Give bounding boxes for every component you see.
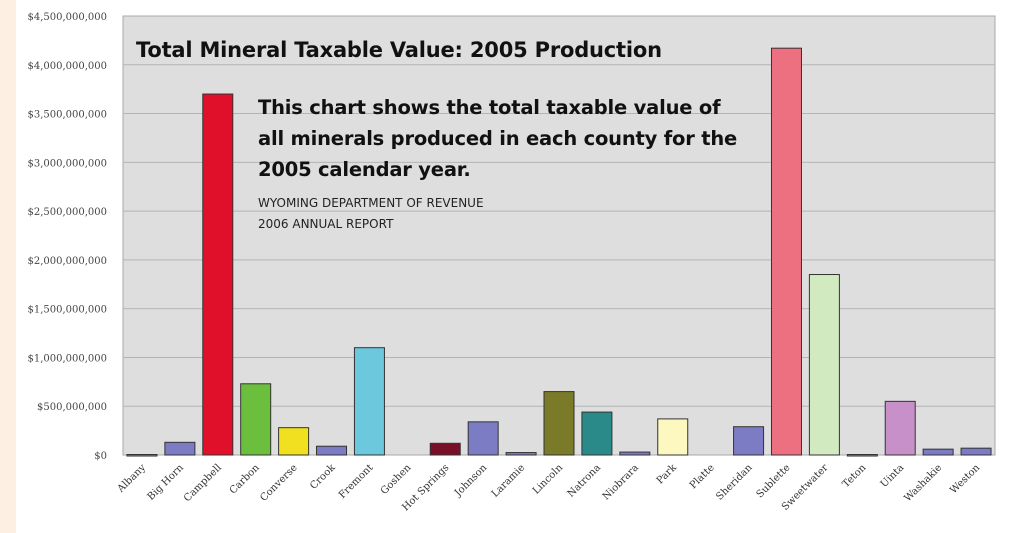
bar-teton — [846, 454, 878, 457]
category-label: Laramie — [490, 462, 527, 499]
category-label: Platte — [688, 462, 717, 491]
bar-converse — [278, 427, 310, 456]
category-label: Teton — [841, 462, 869, 490]
y-tick-label: $4,000,000,000 — [27, 61, 107, 72]
bar-fremont — [353, 347, 385, 456]
bars — [126, 47, 992, 457]
bar-laramie — [505, 452, 537, 456]
category-label: Park — [655, 462, 680, 487]
chart-description: This chart shows the total taxable value… — [258, 96, 738, 181]
category-label: Washakie — [902, 462, 944, 504]
y-tick-label: $2,000,000,000 — [27, 256, 107, 267]
category-label: Sheridan — [714, 462, 755, 503]
bar-sweetwater — [808, 274, 840, 456]
category-label: Uinta — [879, 462, 907, 490]
bar-big-horn — [164, 441, 196, 456]
source-line-2: 2006 ANNUAL REPORT — [258, 217, 394, 231]
category-label: Carbon — [228, 462, 263, 497]
y-tick-label: $0 — [94, 451, 107, 462]
category-label: Crook — [308, 462, 338, 492]
bar-hot-springs — [429, 442, 461, 456]
bar-weston — [960, 447, 992, 456]
category-label: Weston — [948, 462, 982, 496]
bar-natrona — [581, 411, 613, 456]
bar-niobrara — [619, 451, 651, 456]
bar-johnson — [467, 421, 499, 456]
bar-uinta — [884, 400, 916, 456]
category-label: Converse — [258, 462, 299, 503]
y-tick-label: $1,000,000,000 — [27, 353, 107, 364]
bar-campbell — [202, 93, 234, 456]
bar-crook — [316, 445, 348, 456]
category-label: Big Horn — [146, 462, 187, 503]
source-line-1: WYOMING DEPARTMENT OF REVENUE — [258, 196, 484, 210]
y-tick-label: $1,500,000,000 — [27, 305, 107, 316]
bar-lincoln — [543, 391, 575, 456]
y-tick-label: $4,500,000,000 — [27, 12, 107, 23]
category-label: Lincoln — [531, 462, 566, 497]
y-tick-label: $2,500,000,000 — [27, 207, 107, 218]
y-tick-label: $3,500,000,000 — [27, 110, 107, 121]
category-label: Johnson — [452, 462, 490, 500]
category-label: Niobrara — [601, 462, 641, 502]
gridlines — [123, 64, 995, 407]
plot-area — [122, 15, 996, 456]
category-label: Campbell — [182, 462, 224, 504]
left-edge-strip — [0, 0, 16, 533]
bar-washakie — [922, 448, 954, 456]
bar-albany — [126, 454, 158, 457]
bar-sheridan — [733, 426, 765, 456]
bar-carbon — [240, 383, 272, 456]
category-label: Natrona — [566, 462, 603, 499]
category-label: Goshen — [379, 462, 414, 497]
bar-park — [657, 418, 689, 456]
y-tick-label: $500,000,000 — [37, 402, 107, 413]
chart-title: Total Mineral Taxable Value: 2005 Produc… — [136, 38, 662, 62]
category-label: Fremont — [337, 462, 376, 501]
y-tick-label: $3,000,000,000 — [27, 158, 107, 169]
bar-sublette — [770, 47, 802, 456]
y-axis-tick-labels: $0 $500,000,000 $1,000,000,000 $1,500,000,0… — [27, 12, 107, 462]
category-label: Albany — [115, 462, 148, 495]
category-label: Sublette — [755, 462, 793, 500]
